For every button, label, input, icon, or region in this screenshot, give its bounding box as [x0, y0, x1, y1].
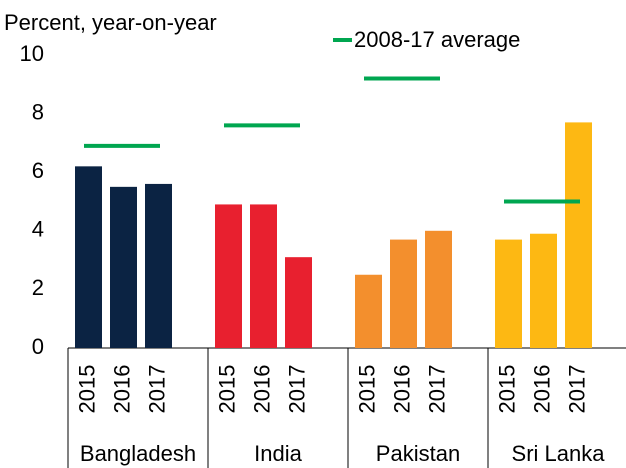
y-tick-label: 6: [32, 158, 44, 183]
bar: [495, 239, 522, 348]
bar: [425, 230, 452, 348]
group-label: Bangladesh: [80, 441, 196, 466]
bar: [355, 274, 382, 348]
bar: [565, 122, 592, 348]
chart-title: Percent, year-on-year: [4, 10, 217, 35]
bar: [250, 204, 277, 348]
x-tick-label: 2017: [284, 365, 309, 414]
x-tick-label: 2016: [109, 365, 134, 414]
y-tick-label: 2: [32, 275, 44, 300]
y-tick-label: 4: [32, 217, 44, 242]
bar: [215, 204, 242, 348]
bar: [285, 257, 312, 348]
x-tick-label: 2015: [354, 365, 379, 414]
group-label: Sri Lanka: [512, 441, 606, 466]
y-tick-label: 10: [20, 41, 44, 66]
x-tick-label: 2017: [424, 365, 449, 414]
x-tick-label: 2015: [494, 365, 519, 414]
x-tick-label: 2017: [564, 365, 589, 414]
x-tick-label: 2016: [389, 365, 414, 414]
x-tick-label: 2017: [144, 365, 169, 414]
group-label: India: [254, 441, 302, 466]
x-tick-label: 2016: [249, 365, 274, 414]
bar: [530, 233, 557, 348]
y-tick-label: 0: [32, 334, 44, 359]
bar: [110, 186, 137, 348]
x-tick-label: 2016: [529, 365, 554, 414]
bar: [145, 183, 172, 348]
legend-label: 2008-17 average: [354, 27, 520, 52]
x-tick-label: 2015: [74, 365, 99, 414]
y-tick-label: 8: [32, 99, 44, 124]
bar: [390, 239, 417, 348]
bar: [75, 166, 102, 348]
x-tick-label: 2015: [214, 365, 239, 414]
group-label: Pakistan: [376, 441, 460, 466]
